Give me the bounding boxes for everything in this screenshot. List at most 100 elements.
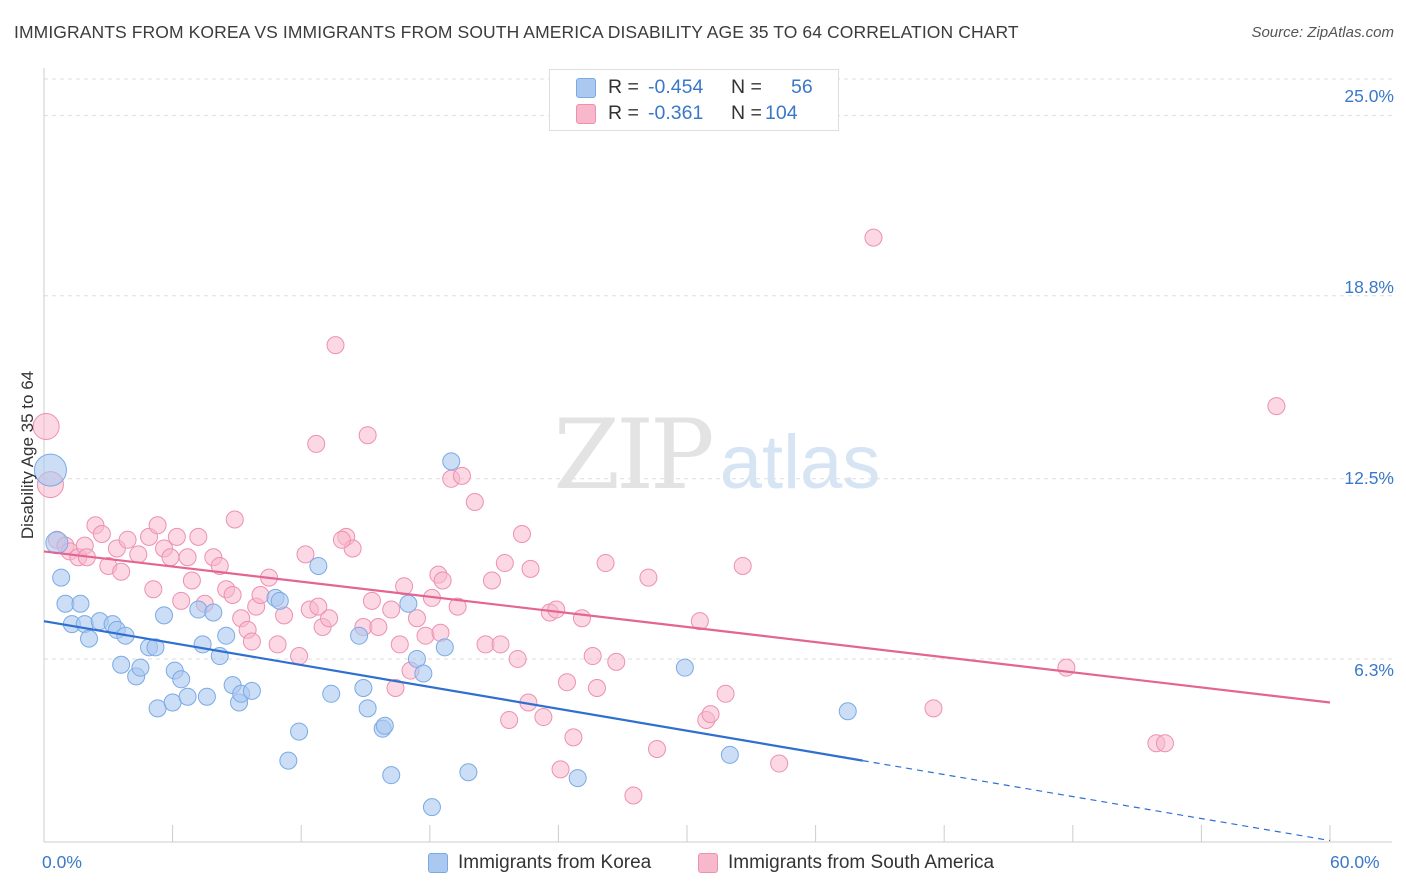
south-america-point — [564, 728, 583, 747]
korea-point — [354, 679, 373, 697]
south-america-point — [332, 530, 351, 549]
south-america-point — [129, 545, 148, 564]
r-label: R = — [608, 102, 639, 124]
south-america-point — [223, 586, 242, 605]
south-america-point — [1057, 658, 1076, 677]
south-america-point — [647, 740, 666, 759]
south-america-point — [172, 591, 191, 610]
south-america-point — [639, 568, 658, 587]
korea-point — [56, 594, 75, 613]
korea-point — [435, 638, 454, 657]
south-america-point — [733, 556, 752, 575]
korea-point — [112, 655, 131, 674]
korea-point — [33, 453, 67, 487]
south-america-point — [534, 708, 553, 727]
south-america-point — [189, 527, 208, 546]
south-america-swatch — [576, 104, 596, 124]
south-america-point — [572, 609, 591, 628]
korea-point — [178, 687, 197, 706]
korea-point — [568, 769, 587, 788]
korea-point — [838, 702, 857, 721]
south-america-point — [251, 586, 270, 605]
south-america-point — [390, 635, 409, 654]
korea-point — [217, 626, 236, 645]
r-value: -0.361 — [648, 102, 704, 124]
correlation-legend: R = -0.454 N = 56 R = -0.361 N = 104 — [549, 69, 839, 131]
n-value: 56 — [791, 76, 813, 98]
korea-point — [80, 629, 99, 648]
watermark-atlas: atlas — [720, 420, 881, 505]
south-america-trendline — [43, 550, 1331, 704]
south-america-point — [326, 336, 345, 355]
korea-point — [270, 591, 289, 610]
south-america-point — [225, 510, 244, 529]
korea-point — [459, 763, 478, 782]
korea-point — [675, 658, 694, 677]
watermark-zip: ZIP — [553, 399, 712, 511]
south-america-point — [210, 556, 229, 575]
south-america-point — [701, 705, 720, 724]
n-label: N = — [731, 76, 762, 98]
south-america-point — [290, 647, 309, 666]
korea-trendline-extension — [862, 760, 1331, 842]
south-america-point — [596, 554, 615, 573]
south-america-point — [416, 626, 435, 645]
korea-point — [350, 626, 369, 645]
south-america-point — [118, 530, 137, 549]
korea-legend-label: Immigrants from Korea — [458, 852, 652, 873]
south-america-point — [624, 786, 643, 805]
south-america-point — [583, 647, 602, 666]
korea-point — [193, 635, 212, 654]
r-value: -0.454 — [648, 76, 704, 98]
south-america-point — [770, 754, 789, 773]
korea-point — [720, 745, 739, 764]
south-america-point — [557, 673, 576, 692]
korea-point — [131, 658, 150, 677]
y-tick-label: 18.8% — [1344, 277, 1394, 297]
south-america-point — [1267, 397, 1286, 416]
south-america-point — [369, 617, 388, 636]
y-axis-label: Disability Age 35 to 64 — [18, 370, 37, 540]
x-tick-label-min: 0.0% — [42, 852, 82, 872]
south-america-point — [547, 600, 566, 619]
korea-point — [71, 594, 90, 613]
south-america-swatch — [698, 853, 718, 873]
y-tick-label: 6.3% — [1354, 660, 1394, 680]
korea-point — [375, 716, 394, 735]
korea-swatch — [576, 78, 596, 98]
y-tick-label: 25.0% — [1344, 86, 1394, 106]
south-america-point — [112, 562, 131, 581]
korea-point — [414, 664, 433, 683]
south-america-point — [482, 571, 501, 590]
south-america-point — [309, 597, 328, 616]
korea-point — [204, 603, 223, 622]
korea-point — [189, 600, 208, 619]
south-america-point — [495, 554, 514, 573]
south-america-point — [716, 684, 735, 703]
x-tick-label-max: 60.0% — [1330, 852, 1380, 872]
korea-point — [52, 568, 71, 587]
korea-point — [146, 638, 165, 657]
south-america-point — [452, 466, 471, 485]
n-label: N = — [731, 102, 762, 124]
south-america-point — [512, 525, 531, 543]
korea-point — [399, 594, 418, 613]
south-america-point — [161, 548, 180, 567]
south-america-point — [508, 649, 527, 668]
south-america-point — [358, 426, 377, 445]
south-america-point — [92, 525, 111, 543]
korea-point — [197, 687, 216, 706]
south-america-point — [407, 609, 426, 628]
korea-point — [279, 751, 298, 770]
n-value: 104 — [765, 102, 798, 124]
korea-point — [309, 556, 328, 575]
korea-point — [242, 681, 261, 700]
south-america-point — [320, 609, 339, 628]
south-america-point — [491, 635, 510, 654]
korea-point — [45, 531, 69, 555]
south-america-point — [382, 600, 401, 619]
korea-points — [33, 452, 857, 817]
south-america-point — [242, 632, 261, 651]
south-america-point — [386, 679, 405, 697]
korea-point — [358, 699, 377, 718]
